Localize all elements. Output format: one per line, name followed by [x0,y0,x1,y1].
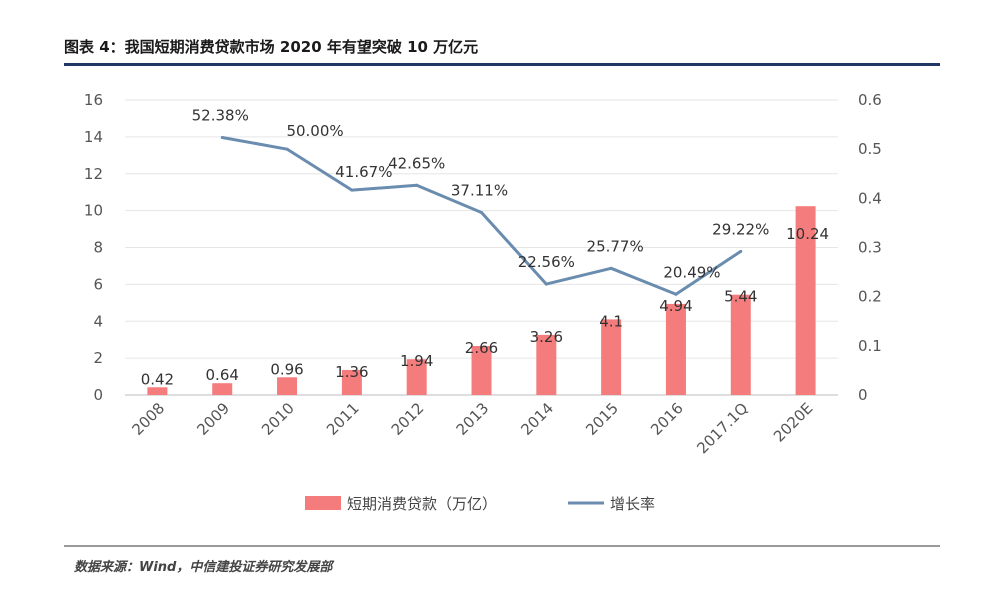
bar [795,206,816,395]
x-tick-label: 2008 [129,399,169,439]
legend-label-bar: 短期消费贷款（万亿） [347,495,497,513]
y-right-tick-label: 0.3 [858,239,882,257]
line-point [544,282,548,286]
bar-data-label: 5.44 [724,288,757,306]
y-right-tick-label: 0.2 [858,288,882,306]
gridlines [125,99,838,396]
bar [277,377,298,395]
legend-swatch-bar [305,496,341,510]
bar [406,359,427,395]
line-data-label: 42.65% [388,154,445,172]
x-tick-label: 2009 [193,399,233,439]
line-point [285,147,289,151]
y-right-tick-label: 0.4 [858,189,882,207]
line-data-label: 41.67% [335,163,392,181]
x-tick-label: 2010 [258,399,298,439]
y-left-tick-label: 8 [93,239,103,257]
y-left-tick-label: 12 [84,165,103,183]
bar [536,334,557,395]
bar-data-label: 4.1 [599,312,623,330]
x-tick-label: 2011 [323,399,363,439]
line-data-label: 20.49% [663,263,720,281]
x-tick-label: 2014 [517,399,557,439]
axes: 0 2 4 6 8 10 12 14 16 0 0.1 0.2 0.3 0.4 0.5 0.6 2008 2009… [84,91,882,457]
title-divider [64,63,940,66]
y-right-tick-label: 0 [858,386,868,404]
x-tick-label: 2017.1Q [693,399,751,457]
bar-data-label: 1.36 [335,363,368,381]
data-labels: 0.42 0.64 0.96 1.36 1.94 2.66 3.26 4.1 4.94 5.44 1… [141,106,829,388]
line-point [739,249,743,253]
bar-data-label: 1.94 [400,352,433,370]
bar [601,319,622,395]
bar [341,369,362,395]
x-tick-label: 2020E [770,399,816,445]
line-data-label: 25.77% [587,237,644,255]
y-right-tick-label: 0.1 [858,337,882,355]
y-left-tick-label: 6 [93,275,103,293]
source-divider [64,545,940,547]
line-point [350,188,354,192]
legend: 短期消费贷款（万亿） 增长率 [305,495,655,513]
y-left-tick-label: 0 [93,386,103,404]
x-tick-label: 2016 [647,399,687,439]
bar-data-label: 0.42 [141,370,174,388]
line-data-label: 37.11% [451,182,508,200]
bar [471,345,492,395]
bar-data-label: 0.96 [270,360,303,378]
y-left-tick-label: 14 [84,128,103,146]
line-series [220,135,743,296]
source-note: 数据来源：Wind，中信建投证券研究发展部 [74,560,333,575]
bar-series [147,206,816,395]
y-right-tick-label: 0.6 [858,91,882,109]
y-left-tick-label: 2 [93,349,103,367]
line-data-label: 52.38% [192,106,249,124]
y-left-tick-label: 10 [84,202,103,220]
line-data-label: 50.00% [286,122,343,140]
bar [730,294,751,395]
bar [147,387,168,395]
line-point [609,266,613,270]
y-left-tick-label: 4 [93,312,103,330]
line-data-label: 29.22% [712,220,769,238]
y-left-tick-label: 16 [84,91,103,109]
bar-data-label: 2.66 [465,339,498,357]
bar-data-label: 0.64 [206,366,239,384]
line-data-label: 22.56% [518,253,575,271]
bar-data-label: 3.26 [530,328,563,346]
x-tick-label: 2015 [582,399,622,439]
y-right-tick-label: 0.5 [858,140,882,158]
bar [212,383,233,395]
bar [665,303,686,395]
line-point [480,211,483,215]
bar-data-label: 4.94 [659,297,692,315]
legend-label-line: 增长率 [610,495,655,513]
line-point [674,292,678,296]
line-point [415,183,419,187]
line-point [220,135,224,139]
chart-title: 图表 4：我国短期消费贷款市场 2020 年有望突破 10 万亿元 [64,38,479,56]
x-tick-label: 2012 [388,399,428,439]
x-tick-label: 2013 [453,399,493,439]
bar-data-label: 10.24 [786,225,829,243]
